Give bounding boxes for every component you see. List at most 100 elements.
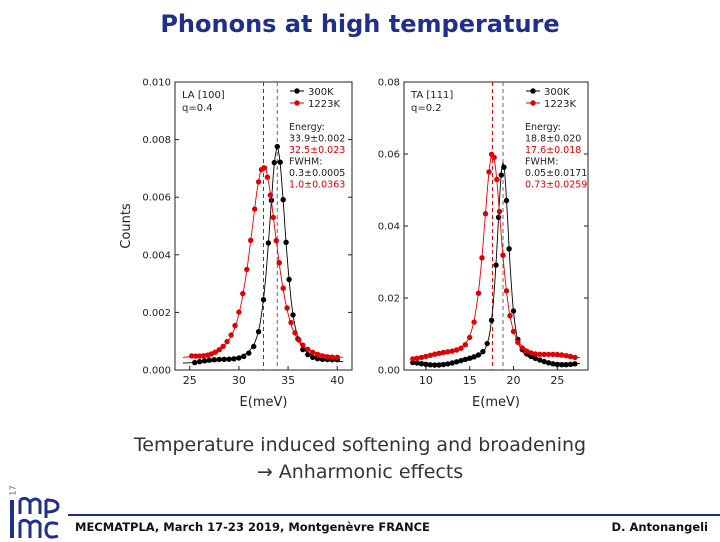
- ta-data-point-1223K: [545, 351, 552, 358]
- la-annotation-fwhm-1223K: 1.0±0.0363: [289, 180, 345, 191]
- ta-data-point-300K: [484, 340, 490, 347]
- la-data-point-300K: [221, 356, 227, 362]
- slide-title: Phonons at high temperature: [160, 10, 560, 38]
- ta-data-point-300K: [423, 361, 429, 367]
- ta-data-point-300K: [567, 361, 574, 367]
- la-y-tick-label: 0.000: [142, 366, 171, 377]
- logo-m-top: [18, 496, 42, 514]
- impmc-logo: [10, 496, 60, 539]
- la-data-point-300K: [231, 356, 237, 362]
- la-annotation-energy-1223K: 32.5±0.023: [289, 145, 345, 156]
- la-data-point-300K: [236, 355, 242, 361]
- la-data-point-1223K: [200, 353, 207, 359]
- ta-legend-marker-1223K: [530, 100, 536, 106]
- ta-x-tick-label: 10: [419, 374, 433, 387]
- la-data-point-1223K: [310, 349, 316, 355]
- la-data-point-1223K: [261, 165, 268, 171]
- ta-data-point-300K: [449, 360, 455, 366]
- slide-caption: Temperature induced softening and broade…: [0, 432, 720, 486]
- ta-panel-label: TA [111]: [410, 90, 453, 101]
- ta-q-label: q=0.2: [411, 103, 442, 114]
- logo-m-bottom: [18, 518, 42, 538]
- ta-data-point-1223K: [467, 334, 473, 341]
- la-legend-marker-1223K: [294, 100, 300, 106]
- ta-y-tick-label: 0.08: [378, 78, 400, 89]
- la-data-point-300K: [216, 356, 222, 363]
- ta-data-point-300K: [572, 361, 578, 367]
- ta-data-point-300K: [418, 361, 425, 367]
- la-data-point-1223K: [228, 332, 234, 338]
- ta-data-point-1223K: [532, 351, 539, 357]
- la-data-point-1223K: [193, 353, 199, 359]
- ta-data-point-300K: [493, 262, 499, 268]
- ta-data-point-1223K: [524, 348, 530, 354]
- ta-data-point-300K: [541, 358, 547, 365]
- la-data-point-300K: [274, 143, 280, 150]
- logo-bar-i: [10, 500, 14, 538]
- la-data-point-300K: [283, 239, 289, 245]
- ta-data-point-1223K: [436, 350, 442, 356]
- la-data-point-1223K: [319, 353, 326, 359]
- ta-data-point-300K: [475, 352, 482, 358]
- la-data-point-1223K: [300, 342, 306, 348]
- ta-data-point-1223K: [496, 208, 503, 215]
- ta-data-point-1223K: [537, 351, 543, 357]
- la-data-point-1223K: [248, 237, 254, 243]
- la-q-label: q=0.4: [182, 103, 213, 114]
- la-data-point-1223K: [267, 192, 274, 198]
- la-data-point-300K: [277, 159, 283, 165]
- footer-author: D. Antonangeli: [611, 520, 708, 534]
- la-data-point-1223K: [189, 353, 195, 359]
- la-data-point-1223K: [314, 351, 321, 358]
- ta-panel: 0.00 0.02 0.04 0.06 0.08 10 15 20 25 E(meV) TA [11…: [378, 78, 589, 410]
- ta-data-point-1223K: [410, 356, 416, 362]
- ta-data-point-300K: [537, 357, 543, 363]
- la-data-point-1223K: [216, 347, 222, 353]
- ta-data-point-300K: [458, 357, 464, 364]
- ta-y-tick-label: 0.06: [378, 150, 400, 161]
- la-data-point-300K: [241, 353, 247, 359]
- la-data-point-1223K: [288, 319, 294, 326]
- ta-data-point-300K: [445, 361, 451, 367]
- ta-data-point-1223K: [449, 348, 455, 354]
- ta-data-point-1223K: [471, 319, 477, 325]
- ta-x-axis-label: E(meV): [472, 395, 520, 410]
- ta-data-point-1223K: [440, 349, 447, 356]
- ta-data-point-1223K: [479, 255, 485, 261]
- la-legend-marker-300K: [294, 88, 300, 94]
- ta-data-point-300K: [498, 172, 504, 178]
- la-data-point-1223K: [240, 290, 246, 297]
- la-legend-label-1223K: 1223K: [308, 99, 340, 110]
- ta-data-point-1223K: [462, 342, 468, 348]
- la-x-tick-label: 30: [232, 374, 246, 387]
- ta-data-point-1223K: [418, 354, 425, 361]
- ta-data-point-1223K: [567, 353, 574, 360]
- ta-legend-marker-300K: [530, 88, 536, 94]
- footer-rule: [68, 514, 720, 516]
- caption-line-2: → Anharmonic effects: [256, 461, 464, 483]
- ta-data-point-1223K: [559, 352, 565, 358]
- ta-data-point-300K: [495, 214, 502, 220]
- la-x-tick-label: 35: [281, 374, 295, 387]
- ta-data-point-300K: [506, 246, 512, 252]
- ta-data-point-1223K: [507, 313, 513, 319]
- ta-annotation-energy-1223K: 17.6±0.018: [525, 145, 581, 156]
- ta-annotation-energy-heading: Energy:: [525, 122, 561, 133]
- la-data-point-300K: [286, 276, 292, 283]
- ta-data-point-300K: [414, 360, 420, 366]
- ta-data-point-1223K: [510, 328, 517, 335]
- ta-x-tick-label: 15: [463, 374, 477, 387]
- ta-data-point-1223K: [572, 354, 578, 361]
- ta-data-point-300K: [432, 362, 438, 368]
- la-data-point-300K: [271, 159, 277, 166]
- ta-data-point-1223K: [550, 351, 556, 358]
- ta-annotation-energy-300K: 18.8±0.020: [525, 134, 581, 145]
- ta-data-point-1223K: [541, 351, 547, 358]
- la-panel: 0.000 0.002 0.004 0.006 0.008 0.010 25 30 35 40 E(…: [119, 78, 353, 410]
- ta-y-tick-label: 0.00: [378, 366, 400, 377]
- la-data-point-1223K: [324, 354, 331, 360]
- ta-data-point-300K: [563, 362, 569, 368]
- la-data-point-300K: [310, 354, 316, 360]
- la-y-tick-label: 0.002: [142, 308, 171, 319]
- ta-y-tick-label: 0.04: [378, 222, 400, 233]
